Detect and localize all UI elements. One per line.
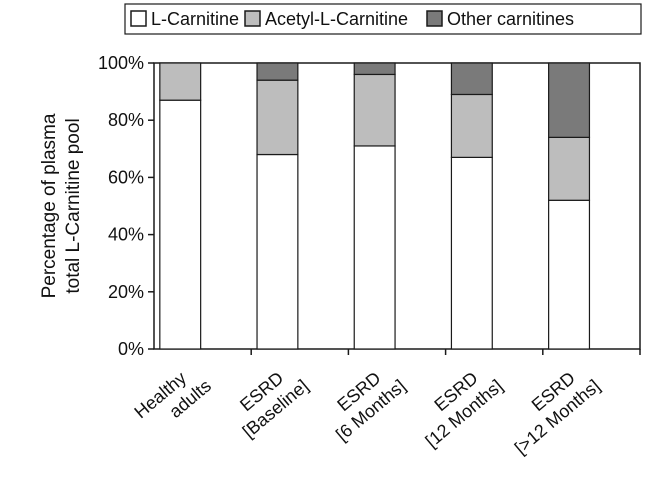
- y-axis-label-line: total L-Carnitine pool: [63, 118, 84, 293]
- y-tick-label: 20%: [108, 282, 144, 302]
- x-category-label: ESRD[12 Months]: [408, 359, 507, 452]
- x-category-label: ESRD[6 Months]: [318, 359, 409, 445]
- legend-swatch: [426, 10, 443, 27]
- x-category-label: ESRD[Baseline]: [225, 359, 313, 442]
- y-tick-label: 40%: [108, 225, 144, 245]
- legend-label: L-Carnitine: [151, 9, 239, 29]
- y-axis-label-line: Percentage of plasma: [39, 113, 60, 298]
- bar-segment-acetyl-l-carnitine: [450, 93, 493, 158]
- legend-box: [124, 3, 642, 35]
- bar-segment-l-carnitine: [353, 145, 396, 350]
- x-category-label: Healthyadults: [130, 359, 214, 439]
- bar-segment-acetyl-l-carnitine: [159, 62, 202, 101]
- bar-segment-l-carnitine: [159, 99, 202, 350]
- bar-segment-l-carnitine: [450, 156, 493, 350]
- bar-segment-other-carnitines: [256, 62, 299, 81]
- legend: L-Carnitine Acetyl-L-Carnitine Other carni…: [124, 3, 642, 35]
- bar-segment-other-carnitines: [548, 62, 591, 138]
- legend-label: Acetyl-L-Carnitine: [265, 9, 408, 29]
- y-axis-label: Percentage of plasma total L-Carnitine po…: [39, 113, 84, 298]
- bar-segment-acetyl-l-carnitine: [548, 136, 591, 201]
- legend-label: Other carnitines: [447, 9, 574, 29]
- bar-segment-other-carnitines: [353, 62, 396, 76]
- bar-segment-l-carnitine: [548, 199, 591, 350]
- bar-segment-l-carnitine: [256, 153, 299, 350]
- bar-segment-acetyl-l-carnitine: [256, 79, 299, 156]
- y-tick-label: 100%: [98, 53, 144, 73]
- x-category-label: ESRD[>12 Months]: [497, 359, 604, 458]
- y-tick-label: 80%: [108, 110, 144, 130]
- bar-segment-other-carnitines: [450, 62, 493, 96]
- y-tick-label: 60%: [108, 167, 144, 187]
- y-tick-label: 0%: [118, 339, 144, 359]
- legend-swatch: [244, 10, 261, 27]
- legend-swatch: [130, 10, 147, 27]
- bar-segment-acetyl-l-carnitine: [353, 73, 396, 147]
